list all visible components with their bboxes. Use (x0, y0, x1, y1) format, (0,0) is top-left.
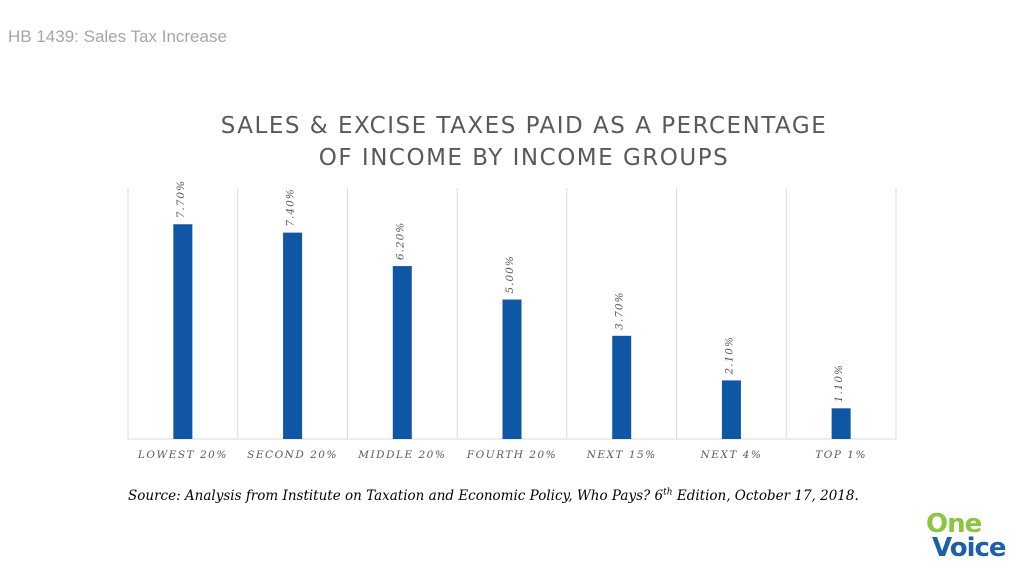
logo-word-voice: Voice (932, 533, 1007, 563)
bar-7 (831, 408, 851, 439)
source-superscript: th (663, 487, 673, 498)
chart-title: SALES & EXCISE TAXES PAID AS A PERCENTAG… (0, 110, 1024, 174)
value-label-7: 1.10% (833, 364, 845, 402)
value-label-6: 2.10% (723, 336, 735, 375)
bar-4 (502, 299, 522, 439)
value-label-2: 7.40% (285, 188, 297, 226)
bar-3 (392, 266, 412, 439)
slide-header: HB 1439: Sales Tax Increase (8, 27, 227, 46)
bars-group (173, 224, 851, 439)
category-label-5: NEXT 15% (586, 449, 657, 461)
category-labels-group: LOWEST 20% SECOND 20% MIDDLE 20% FOURTH 20%… (137, 449, 867, 461)
category-label-1: LOWEST 20% (137, 449, 228, 461)
value-labels-group: 7.70% 7.40% 6.20% 5.00% 3.70% 2.10% 1.10% (175, 180, 845, 402)
value-label-5: 3.70% (614, 291, 626, 329)
bar-6 (721, 380, 741, 439)
source-prefix: Source: Analysis from Institute on Taxat… (128, 488, 664, 504)
category-label-4: FOURTH 20% (466, 449, 557, 461)
logo-word-one: One (926, 509, 982, 539)
value-label-1: 7.70% (175, 180, 187, 218)
chart-title-line-1: SALES & EXCISE TAXES PAID AS A PERCENTAG… (220, 113, 828, 139)
one-voice-logo: One Voice (924, 510, 1016, 570)
category-label-3: MIDDLE 20% (357, 449, 446, 461)
value-label-4: 5.00% (504, 255, 516, 293)
value-label-3: 6.20% (394, 222, 406, 260)
bar-1 (173, 224, 193, 439)
category-label-2: SECOND 20% (247, 449, 338, 461)
source-note: Source: Analysis from Institute on Taxat… (128, 488, 859, 504)
category-label-6: NEXT 4% (700, 449, 763, 461)
chart-title-line-2: OF INCOME BY INCOME GROUPS (318, 145, 730, 171)
bar-5 (612, 335, 632, 439)
source-suffix: Edition, October 17, 2018. (672, 488, 859, 504)
bar-2 (283, 232, 303, 439)
category-label-7: TOP 1% (815, 449, 867, 461)
